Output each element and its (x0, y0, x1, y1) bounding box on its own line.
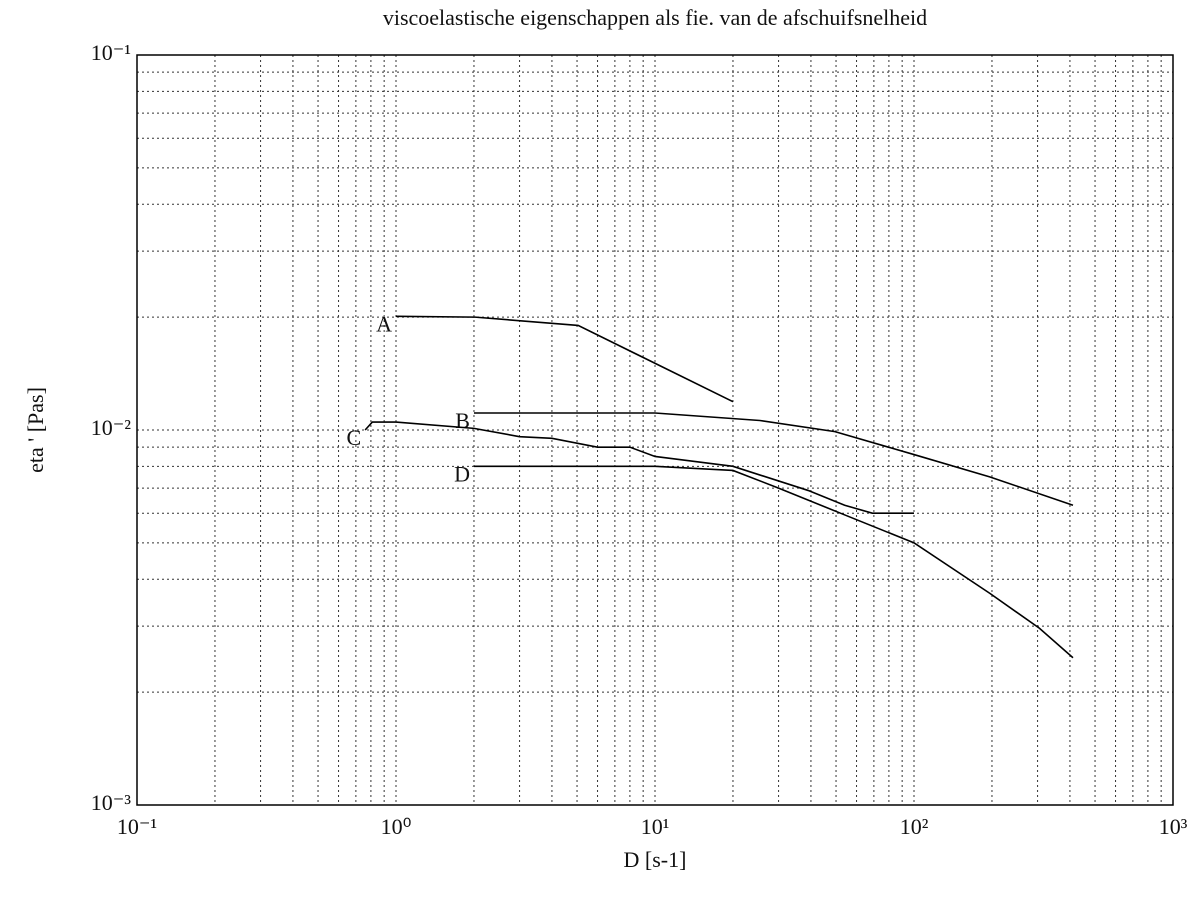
y-tick-label: 10⁻³ (91, 790, 132, 815)
plot-frame (136, 54, 1174, 806)
y-tick-label: 10⁻¹ (91, 40, 131, 65)
y-tick-label: 10⁻² (91, 415, 132, 440)
line (473, 412, 1074, 507)
x-tick-label: 10⁰ (381, 814, 412, 839)
y-axis-label: eta ' [Pas] (23, 387, 48, 473)
x-tick-label: 10⁻¹ (117, 814, 157, 839)
series-label: D (454, 461, 470, 486)
x-axis-label: D [s-1] (624, 847, 687, 872)
x-tick-label: 10² (900, 814, 929, 839)
series-label: C (346, 425, 361, 450)
x-tick-label: 10¹ (641, 814, 670, 839)
series-label: A (376, 311, 392, 336)
x-tick-label: 10³ (1159, 814, 1188, 839)
series-label: B (455, 408, 470, 433)
line (364, 421, 914, 514)
line (395, 315, 734, 403)
chart-title: viscoelastische eigenschappen als fie. v… (383, 5, 927, 30)
line (473, 465, 1074, 659)
